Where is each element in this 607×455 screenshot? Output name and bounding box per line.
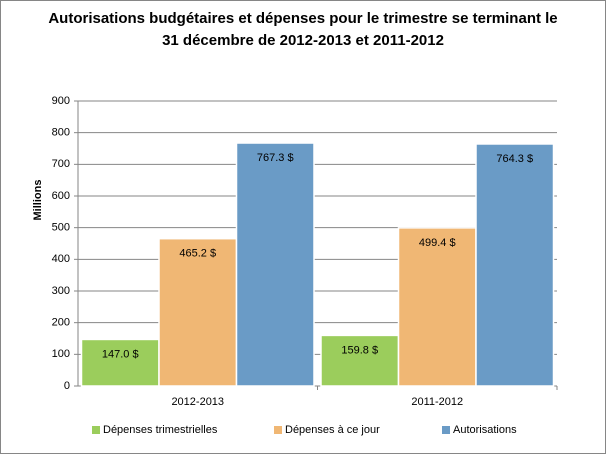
value-label: 147.0 $ [102,348,139,360]
value-label: 159.8 $ [341,344,378,356]
y-tick-label: 800 [52,127,70,139]
value-label: 465.2 $ [179,248,216,260]
y-tick-label: 900 [52,95,70,107]
y-tick-label: 700 [52,158,70,170]
legend-swatch [442,426,450,434]
legend-swatch [92,426,100,434]
y-tick-label: 100 [52,348,70,360]
y-tick-label: 500 [52,222,70,234]
bar [475,143,555,387]
y-tick-label: 200 [52,317,70,329]
y-tick-label: 600 [52,190,70,202]
y-tick-label: 0 [64,380,70,392]
bar [158,237,238,387]
y-axis-label: Millions [32,180,44,221]
legend-label: Dépenses trimestrielles [103,424,218,436]
y-tick-label: 400 [52,253,70,265]
chart-title: 31 décembre de 2012-2013 et 2011-2012 [162,32,444,49]
bar [320,334,400,387]
x-tick-label: 2011-2012 [411,396,463,408]
bar [235,142,315,387]
chart-title: Autorisations budgétaires et dépenses po… [48,10,557,27]
legend-swatch [274,426,282,434]
value-label: 764.3 $ [496,153,533,165]
value-label: 499.4 $ [419,237,456,249]
bar [80,338,160,387]
x-tick-label: 2012-2013 [171,396,224,408]
y-tick-label: 300 [52,285,70,297]
legend-label: Dépenses à ce jour [285,424,380,436]
legend-label: Autorisations [453,424,517,436]
value-label: 767.3 $ [257,152,294,164]
bar [397,227,477,387]
